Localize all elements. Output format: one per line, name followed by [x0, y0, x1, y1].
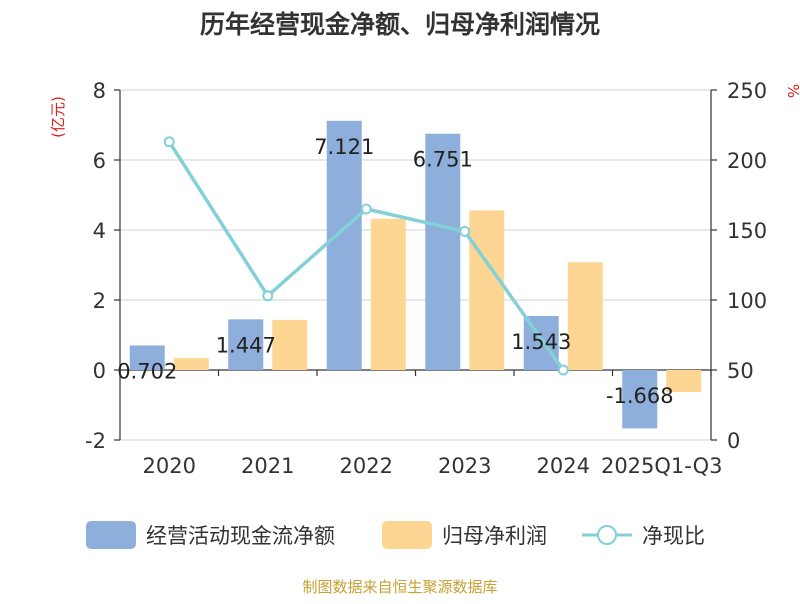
- cash-flow-data-label: 0.702: [117, 359, 177, 383]
- ratio-line: [163, 136, 569, 376]
- cash-flow-data-label: 6.751: [413, 148, 473, 172]
- bar-cash-flow: [228, 319, 264, 370]
- axes: -2 0 2 4 6 8 0 50 100 150 200 250 2020 2021 2022 2023 20…: [85, 79, 767, 478]
- ratio-point: [360, 203, 372, 215]
- x-axis-tick-label: 2025Q1-Q3: [601, 454, 723, 478]
- cash-flow-data-label: 1.543: [511, 330, 571, 354]
- legend: 经营活动现金流净额 归母净利润 净现比: [86, 521, 705, 549]
- right-axis-unit-label: %: [784, 84, 800, 98]
- chart-title: 历年经营现金净额、归母净利润情况: [200, 10, 600, 39]
- left-axis-tick-label: 6: [93, 149, 106, 173]
- bar-cash-flow: [622, 370, 658, 429]
- ratio-point: [557, 364, 569, 376]
- bar-net-profit: [666, 370, 702, 393]
- left-axis-tick-label: -2: [85, 429, 106, 453]
- legend-swatch-ratio-marker: [597, 525, 617, 545]
- bar-cash-flow: [129, 345, 165, 370]
- left-axis-tick-label: 8: [93, 79, 106, 103]
- ratio-point: [459, 225, 471, 237]
- right-axis-tick-label: 200: [727, 149, 767, 173]
- bar-cash-flow: [326, 120, 362, 370]
- cash-flow-data-label: -1.668: [606, 384, 674, 408]
- bar-net-profit: [469, 210, 505, 370]
- legend-swatch-cash-flow: [86, 521, 136, 549]
- cash-flow-data-label: 7.121: [314, 135, 374, 159]
- legend-label-ratio: 净现比: [642, 524, 705, 548]
- legend-swatch-net-profit: [382, 521, 432, 549]
- bar-net-profit: [567, 262, 603, 370]
- x-axis-tick-label: 2022: [340, 454, 393, 478]
- x-axis-tick-label: 2023: [438, 454, 491, 478]
- left-axis-tick-label: 2: [93, 289, 106, 313]
- data-labels: 0.702 1.447 7.121 6.751 1.543 -1.668: [117, 135, 673, 408]
- right-axis-tick-label: 250: [727, 79, 767, 103]
- x-axis-tick-label: 2024: [537, 454, 590, 478]
- left-axis-tick-label: 4: [93, 219, 106, 243]
- source-caption: 制图数据来自恒生聚源数据库: [302, 578, 497, 596]
- bars: [129, 120, 702, 429]
- bar-cash-flow: [425, 133, 461, 370]
- bar-net-profit: [272, 319, 308, 370]
- legend-label-cash-flow: 经营活动现金流净额: [146, 524, 335, 548]
- cash-flow-data-label: 1.447: [216, 333, 276, 357]
- bar-net-profit: [173, 358, 209, 370]
- bar-net-profit: [370, 218, 406, 370]
- grid-lines: [120, 89, 711, 441]
- right-axis-tick-label: 0: [727, 429, 740, 453]
- ratio-point: [163, 136, 175, 148]
- legend-label-net-profit: 归母净利润: [442, 524, 547, 548]
- x-axis-tick-label: 2020: [143, 454, 196, 478]
- ratio-point: [262, 290, 274, 302]
- x-axis-tick-label: 2021: [241, 454, 294, 478]
- right-axis-tick-label: 50: [727, 359, 754, 383]
- left-axis-unit-label: (亿元): [49, 96, 67, 138]
- right-axis-tick-label: 100: [727, 289, 767, 313]
- right-axis-tick-label: 150: [727, 219, 767, 243]
- left-axis-tick-label: 0: [93, 359, 106, 383]
